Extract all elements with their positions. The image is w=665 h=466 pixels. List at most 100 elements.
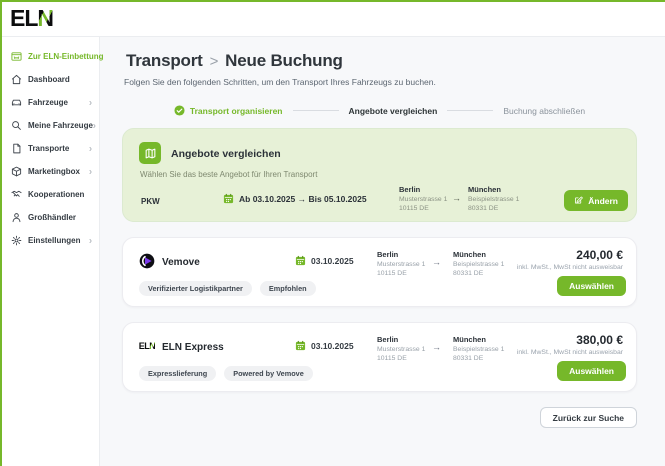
sidebar-item-transporte[interactable]: Transporte › [0,137,99,160]
sidebar-item-label: Fahrzeuge [28,98,69,107]
summary-title: Angebote vergleichen [171,148,281,160]
page-subtitle: Folgen Sie den folgenden Schritten, um d… [124,77,436,87]
home-icon [11,74,22,85]
offer-provider-name: Vemove [162,257,200,268]
sidebar-item-label: Dashboard [28,75,70,84]
offer-to-address: München Beispielstrasse 1 80331 DE [453,250,504,279]
sidebar-item-label: Zur ELN-Einbettung [28,52,104,61]
offer-card: ELN ELN Express 03.10.2025 Berlin Muster… [122,322,637,392]
sidebar-item-label: Einstellungen [28,236,81,245]
to-city: München [453,335,486,344]
route-arrow-icon: → [432,257,441,267]
offer-badge: Powered by Vemove [224,366,313,381]
offer-card: Vemove 03.10.2025 Berlin Musterstrasse 1… [122,237,637,307]
offer-date: 03.10.2025 [295,340,354,351]
summary-to-address: München Beispielstrasse 1 80331 DE [468,185,519,214]
sidebar-item-label: Meine Fahrzeuge [28,121,93,130]
from-city: Berlin [377,335,399,344]
offer-badges: Expresslieferung Powered by Vemove [139,366,313,381]
sidebar-item-label: Marketingbox [28,167,81,176]
to-zip: 80331 DE [468,205,499,212]
route-arrow-icon: → [432,342,441,352]
to-street: Beispielstrasse 1 [468,195,520,203]
chevron-right-icon: › [89,96,92,108]
chevron-right-icon: › [89,234,92,246]
sidebar-item-kooperationen[interactable]: Kooperationen › [0,183,99,206]
edit-icon [575,196,583,204]
summary-from-address: Berlin Musterstrasse 1 10115 DE [399,185,447,214]
car-icon [11,97,22,108]
offer-from-address: Berlin Musterstrasse 1 10115 DE [377,250,425,279]
eln-logo: ELN [138,341,156,351]
sidebar-item-fahrzeuge[interactable]: Fahrzeuge › [0,91,99,114]
from-street: Musterstrasse 1 [377,260,426,268]
route-arrow-icon: → [452,193,461,203]
from-city: Berlin [399,185,421,194]
calendar-icon [295,340,306,351]
calendar-icon [295,255,306,266]
sidebar-item-label: Transporte [28,144,70,153]
summary-subtitle: Wählen Sie das beste Angebot für Ihren T… [140,170,318,179]
to-zip: 80331 DE [453,270,484,277]
sidebar-item-dashboard[interactable]: Dashboard › [0,68,99,91]
chevron-right-icon: › [92,119,96,131]
gear-icon [11,235,22,246]
box-icon [11,166,22,177]
sidebar-item-einstellungen[interactable]: Einstellungen › [0,229,99,252]
offer-badge: Expresslieferung [139,366,217,381]
sidebar-item-zur-eln-einbettung[interactable]: Zur ELN-Einbettung › [0,45,104,68]
breadcrumb: Transport > Neue Buchung [122,51,637,71]
vemove-logo [139,253,155,269]
sidebar-item-label: Kooperationen [28,190,85,199]
sidebar-item-gro-h-ndler[interactable]: Großhändler › [0,206,99,229]
summary-date-range: Ab 03.10.2025 → Bis 05.10.2025 [223,193,367,204]
chevron-right-icon: › [89,142,92,154]
edit-button[interactable]: Ändern [564,190,628,211]
from-street: Musterstrasse 1 [377,345,426,353]
sidebar-item-label: Großhändler [28,213,77,222]
sidebar: Zur ELN-Einbettung › Dashboard › Fahrzeu… [0,37,104,466]
offer-badge: Verifizierter Logistikpartner [139,281,252,296]
from-zip: 10115 DE [377,355,407,362]
date-range-text: Ab 03.10.2025 → Bis 05.10.2025 [239,193,367,204]
breadcrumb-page: Neue Buchung [225,51,343,70]
back-to-search-button[interactable]: Zurück zur Suche [539,407,637,428]
stepper: Transport organisieren Angebote vergleich… [122,105,637,116]
offer-price-note: inkl. MwSt., MwSt nicht ausweisbar [516,349,623,356]
to-street: Beispielstrasse 1 [453,260,505,268]
offers-list: Vemove 03.10.2025 Berlin Musterstrasse 1… [122,237,637,392]
offer-price: 240,00 € [576,248,623,262]
offer-from-address: Berlin Musterstrasse 1 10115 DE [377,335,425,364]
document-icon [11,143,22,154]
sidebar-item-marketingbox[interactable]: Marketingbox › [0,160,99,183]
chevron-right-icon: › [89,165,92,177]
edit-button-label: Ändern [588,195,618,206]
accent-border-top [0,0,665,2]
select-offer-button[interactable]: Auswählen [557,361,626,381]
handshake-icon [11,189,22,200]
stepper-step-2: Angebote vergleichen [349,106,438,116]
offer-price-note: inkl. MwSt., MwSt nicht ausweisbar [516,264,623,271]
main-content: Transport > Neue Buchung Folgen Sie den fo… [100,37,665,466]
to-city: München [453,250,486,259]
offer-date: 03.10.2025 [295,255,354,266]
calendar-icon [223,193,234,204]
breadcrumb-section[interactable]: Transport [126,51,203,70]
from-zip: 10115 DE [377,270,407,277]
to-zip: 80331 DE [453,355,484,362]
vehicle-type: PKW [141,197,160,206]
offer-badge: Empfohlen [259,281,316,296]
to-street: Beispielstrasse 1 [453,345,505,353]
offer-provider-name: ELN Express [162,342,224,353]
search-icon [11,120,22,131]
from-city: Berlin [377,250,399,259]
step-label: Buchung abschließen [503,105,586,116]
stepper-step-3: Buchung abschließen [503,106,585,116]
sidebar-item-meine-fahrzeuge[interactable]: Meine Fahrzeuge › [0,114,99,137]
select-offer-button[interactable]: Auswählen [557,276,626,296]
stepper-connector [447,110,494,111]
offer-badges: Verifizierter Logistikpartner Empfohlen [139,281,316,296]
topbar: ELN [0,0,665,37]
eln-logo: ELN [10,4,54,31]
offer-to-address: München Beispielstrasse 1 80331 DE [453,335,504,364]
